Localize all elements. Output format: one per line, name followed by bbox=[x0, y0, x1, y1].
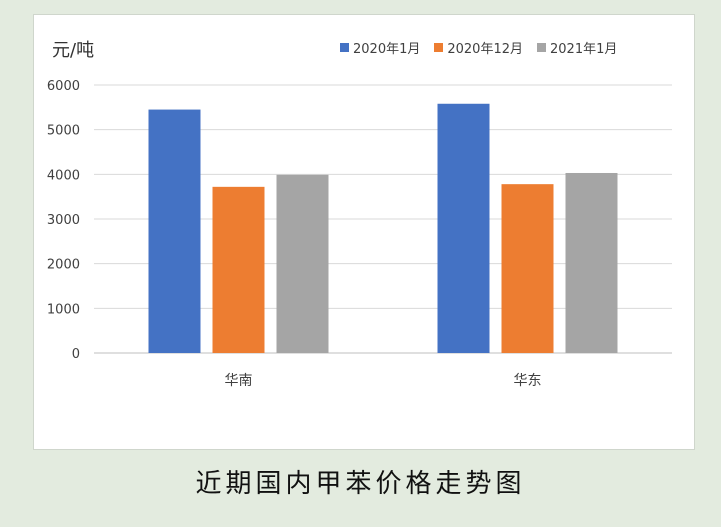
bar-2-2 bbox=[501, 184, 554, 353]
legend-item-series-2: 2020年12月 bbox=[434, 38, 523, 57]
y-axis-unit-label: 元/吨 bbox=[52, 40, 95, 61]
legend-swatch-series-2 bbox=[434, 43, 444, 52]
y-tick-label: 0 bbox=[72, 347, 80, 362]
y-tick-label: 5000 bbox=[47, 124, 80, 139]
legend-label-series-2: 2020年12月 bbox=[447, 42, 523, 57]
y-tick-label: 3000 bbox=[47, 213, 80, 228]
bar-1-2 bbox=[437, 103, 490, 353]
x-category-label: 华东 bbox=[514, 373, 542, 389]
y-tick-label: 1000 bbox=[47, 302, 80, 317]
x-category-label: 华南 bbox=[225, 373, 253, 389]
legend-swatch-series-1 bbox=[340, 43, 349, 52]
legend-item-series-3: 2021年1月 bbox=[537, 38, 617, 57]
bar-3-1 bbox=[276, 174, 329, 353]
y-tick-label: 4000 bbox=[47, 168, 80, 183]
y-tick-label: 6000 bbox=[47, 79, 80, 94]
chart-legend: 2020年1月 2020年12月 2021年1月 bbox=[340, 38, 617, 57]
bar-3-2 bbox=[565, 172, 618, 353]
figure-caption: 近期国内甲苯价格走势图 bbox=[195, 469, 526, 499]
bar-2-1 bbox=[212, 186, 265, 353]
legend-label-series-1: 2020年1月 bbox=[353, 42, 421, 57]
legend-label-series-3: 2021年1月 bbox=[550, 42, 618, 57]
y-tick-label: 2000 bbox=[47, 258, 80, 273]
legend-item-series-1: 2020年1月 bbox=[340, 38, 420, 57]
legend-swatch-series-3 bbox=[537, 43, 546, 52]
bar-1-1 bbox=[148, 109, 201, 353]
